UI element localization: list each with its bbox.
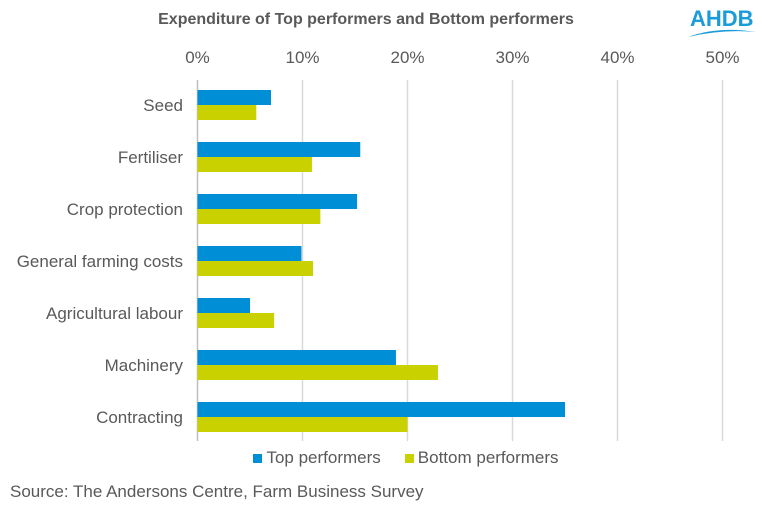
category-label: Machinery bbox=[105, 356, 184, 375]
x-tick-label: 50% bbox=[705, 48, 739, 67]
category-label: Fertiliser bbox=[118, 148, 184, 167]
legend: Top performers Bottom performers bbox=[0, 448, 762, 468]
category-label: Contracting bbox=[96, 408, 183, 427]
bar-bottom-crop-protection bbox=[197, 209, 321, 224]
bar-bottom-contracting bbox=[197, 417, 408, 432]
bar-top-general-farming-costs bbox=[197, 246, 302, 261]
x-tick-label: 20% bbox=[390, 48, 424, 67]
bar-bottom-machinery bbox=[197, 365, 438, 380]
legend-item-bottom: Bottom performers bbox=[404, 448, 559, 468]
x-tick-label: 10% bbox=[285, 48, 319, 67]
svg-text:AHDB: AHDB bbox=[690, 6, 754, 31]
bar-bottom-fertiliser bbox=[197, 157, 312, 172]
category-label: Crop protection bbox=[67, 200, 183, 219]
bar-bottom-agricultural-labour bbox=[197, 313, 275, 328]
bar-bottom-general-farming-costs bbox=[197, 261, 313, 276]
category-label: Seed bbox=[143, 96, 183, 115]
bar-bottom-seed bbox=[197, 105, 257, 120]
category-label: Agricultural labour bbox=[46, 304, 183, 323]
legend-swatch-bottom bbox=[404, 453, 414, 463]
legend-item-top: Top performers bbox=[253, 448, 381, 468]
ahdb-logo: AHDB bbox=[688, 6, 756, 37]
bar-top-contracting bbox=[197, 402, 565, 417]
legend-label-bottom: Bottom performers bbox=[417, 448, 559, 467]
x-tick-label: 30% bbox=[495, 48, 529, 67]
bar-top-crop-protection bbox=[197, 194, 358, 209]
bar-top-agricultural-labour bbox=[197, 298, 250, 313]
bar-top-seed bbox=[197, 90, 271, 105]
x-tick-label: 40% bbox=[600, 48, 634, 67]
legend-label-top: Top performers bbox=[266, 448, 381, 467]
x-tick-label: 0% bbox=[185, 48, 210, 67]
legend-swatch-top bbox=[253, 453, 263, 463]
bar-top-fertiliser bbox=[197, 142, 361, 157]
source-note: Source: The Andersons Centre, Farm Busin… bbox=[10, 482, 424, 501]
category-label: General farming costs bbox=[17, 252, 183, 271]
chart-title: Expenditure of Top performers and Bottom… bbox=[158, 11, 574, 28]
bar-top-machinery bbox=[197, 350, 396, 365]
